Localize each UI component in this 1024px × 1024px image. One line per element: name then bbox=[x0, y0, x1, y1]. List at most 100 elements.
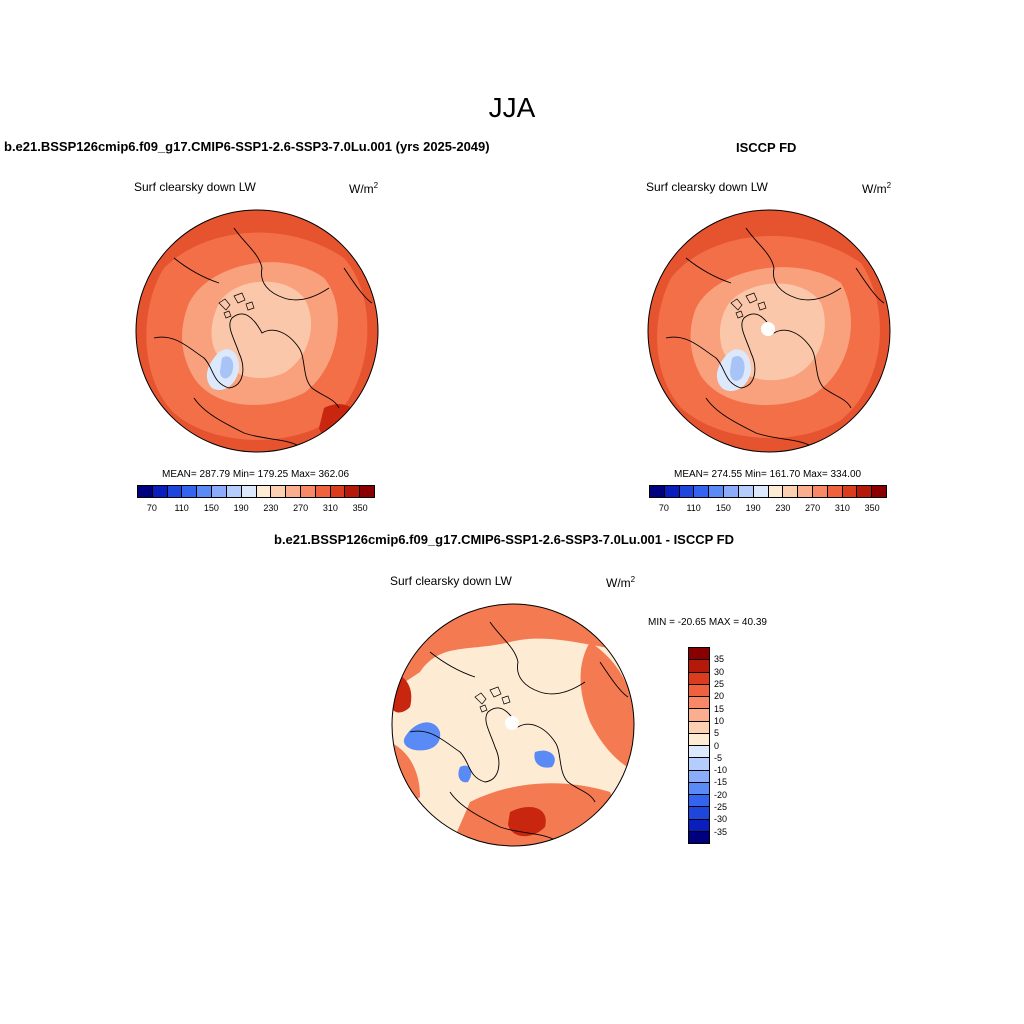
colorbar-swatch bbox=[812, 486, 828, 497]
colorbar-swatch bbox=[689, 697, 709, 710]
colorbar-swatch bbox=[689, 721, 709, 734]
diff-colorbar bbox=[688, 647, 710, 844]
obs-units-label: W/m2 bbox=[862, 181, 892, 196]
colorbar-tick-label: 230 bbox=[263, 503, 279, 513]
diff-cool-canada bbox=[403, 722, 441, 751]
diff-polar-map bbox=[391, 603, 635, 847]
diff-pole-hole bbox=[505, 716, 519, 730]
model-stats: MEAN= 287.79 Min= 179.25 Max= 362.06 bbox=[162, 469, 350, 480]
colorbar-tick-label: 110 bbox=[686, 503, 701, 513]
colorbar-swatch bbox=[226, 486, 242, 497]
colorbar-tick-label: -15 bbox=[714, 777, 728, 788]
colorbar-tick-label: 25 bbox=[714, 678, 725, 689]
colorbar-tick-label: 350 bbox=[352, 503, 368, 513]
model-variable-label: Surf clearsky down LW bbox=[134, 180, 256, 194]
obs-polar-map bbox=[647, 209, 891, 453]
colorbar-tick-label: 270 bbox=[293, 503, 309, 513]
diff-colorbar-labels: 35 30 25 20 15 10 5 0 -5 -10 -15 -20 -25 -30 -35 bbox=[714, 647, 744, 844]
obs-variable-label: Surf clearsky down LW bbox=[646, 180, 768, 194]
obs-pole-hole bbox=[761, 322, 775, 336]
obs-panel-title: ISCCP FD bbox=[736, 140, 797, 155]
colorbar-swatch bbox=[783, 486, 799, 497]
obs-coastlines bbox=[665, 227, 885, 447]
diff-warm-north bbox=[392, 604, 634, 692]
colorbar-swatch bbox=[689, 831, 709, 843]
colorbar-tick-label: 5 bbox=[714, 728, 720, 739]
colorbar-tick-label: 0 bbox=[714, 740, 720, 751]
colorbar-tick-label: 30 bbox=[714, 666, 725, 677]
colorbar-tick-label: 10 bbox=[714, 715, 725, 726]
colorbar-tick-label: 35 bbox=[714, 654, 725, 665]
model-colorbar-labels: 70 110 150 190 230 270 310 350 bbox=[137, 503, 375, 515]
colorbar-swatch bbox=[857, 486, 873, 497]
colorbar-swatch bbox=[798, 486, 813, 497]
diff-cool-siberia bbox=[534, 750, 555, 768]
colorbar-tick-label: 70 bbox=[146, 503, 157, 513]
colorbar-tick-label: -20 bbox=[714, 789, 728, 800]
colorbar-swatch bbox=[650, 486, 665, 497]
model-panel-title: b.e21.BSSP126cmip6.f09_g17.CMIP6-SSP1-2.… bbox=[4, 139, 490, 154]
colorbar-swatch bbox=[689, 782, 709, 795]
season-title: JJA bbox=[488, 92, 536, 123]
colorbar-swatch bbox=[724, 486, 739, 497]
colorbar-swatch bbox=[152, 486, 168, 497]
obs-stats: MEAN= 274.55 Min= 161.70 Max= 334.00 bbox=[674, 469, 862, 480]
colorbar-swatch bbox=[300, 486, 316, 497]
colorbar-tick-label: 15 bbox=[714, 703, 725, 714]
colorbar-swatch bbox=[138, 486, 153, 497]
colorbar-swatch bbox=[167, 486, 183, 497]
colorbar-tick-label: -30 bbox=[714, 814, 728, 825]
colorbar-swatch bbox=[689, 733, 709, 746]
colorbar-tick-label: 110 bbox=[174, 503, 189, 513]
colorbar-swatch bbox=[664, 486, 680, 497]
diff-warm-east bbox=[580, 642, 634, 772]
obs-colorbar bbox=[649, 485, 887, 498]
model-units-label: W/m2 bbox=[349, 181, 379, 196]
colorbar-tick-label: 150 bbox=[203, 503, 219, 513]
colorbar-swatch bbox=[689, 746, 709, 759]
colorbar-swatch bbox=[689, 709, 709, 722]
colorbar-swatch bbox=[197, 486, 213, 497]
model-polar-map bbox=[135, 209, 379, 453]
colorbar-tick-label: 350 bbox=[864, 503, 880, 513]
model-greenland-core bbox=[220, 356, 234, 379]
colorbar-swatch bbox=[330, 486, 346, 497]
colorbar-swatch bbox=[182, 486, 198, 497]
colorbar-swatch bbox=[689, 648, 709, 661]
obs-colorbar-labels: 70 110 150 190 230 270 310 350 bbox=[649, 503, 887, 515]
colorbar-swatch bbox=[689, 660, 709, 673]
colorbar-tick-label: 310 bbox=[834, 503, 850, 513]
colorbar-swatch bbox=[271, 486, 287, 497]
colorbar-swatch bbox=[709, 486, 725, 497]
diff-variable-label: Surf clearsky down LW bbox=[390, 574, 512, 588]
colorbar-tick-label: 20 bbox=[714, 691, 725, 702]
colorbar-swatch bbox=[738, 486, 754, 497]
colorbar-swatch bbox=[694, 486, 710, 497]
colorbar-tick-label: -5 bbox=[714, 752, 723, 763]
model-colorbar bbox=[137, 485, 375, 498]
colorbar-swatch bbox=[679, 486, 695, 497]
model-islands bbox=[218, 292, 255, 319]
colorbar-swatch bbox=[689, 819, 709, 832]
colorbar-swatch bbox=[286, 486, 301, 497]
obs-islands bbox=[730, 292, 767, 319]
colorbar-swatch bbox=[689, 758, 709, 771]
obs-greenland-core bbox=[730, 356, 745, 381]
diff-cool-greenland bbox=[458, 765, 472, 783]
colorbar-swatch bbox=[315, 486, 331, 497]
colorbar-swatch bbox=[241, 486, 257, 497]
colorbar-swatch bbox=[768, 486, 784, 497]
colorbar-swatch bbox=[212, 486, 227, 497]
diff-hot-south bbox=[508, 807, 546, 837]
colorbar-tick-label: 310 bbox=[322, 503, 338, 513]
model-coastlines bbox=[153, 227, 373, 447]
colorbar-swatch bbox=[256, 486, 272, 497]
colorbar-swatch bbox=[689, 770, 709, 783]
diff-islands bbox=[474, 686, 511, 713]
colorbar-tick-label: 230 bbox=[775, 503, 791, 513]
colorbar-swatch bbox=[827, 486, 843, 497]
colorbar-tick-label: -25 bbox=[714, 802, 728, 813]
colorbar-tick-label: -10 bbox=[714, 765, 728, 776]
colorbar-tick-label: 70 bbox=[658, 503, 669, 513]
colorbar-tick-label: -35 bbox=[714, 826, 728, 837]
